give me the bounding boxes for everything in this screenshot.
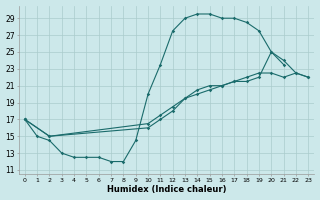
X-axis label: Humidex (Indice chaleur): Humidex (Indice chaleur) [107,185,226,194]
